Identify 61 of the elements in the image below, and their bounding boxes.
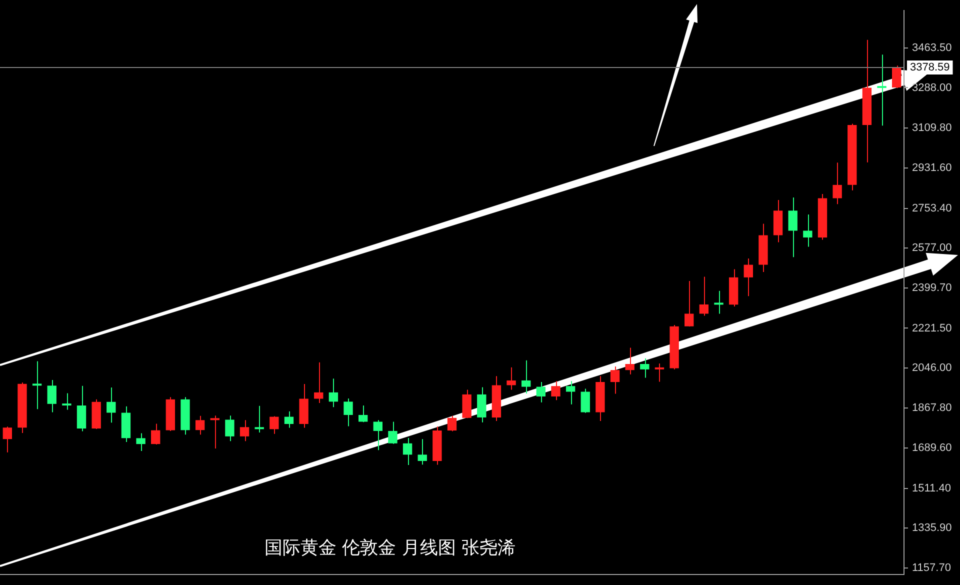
y-tick-label: 3109.80 bbox=[912, 122, 952, 134]
candlestick bbox=[240, 420, 250, 442]
y-tick-label: 1335.90 bbox=[912, 522, 952, 534]
y-tick-label: 2577.00 bbox=[912, 242, 952, 254]
candlestick bbox=[328, 378, 338, 408]
candlestick bbox=[566, 380, 576, 405]
candlestick bbox=[2, 426, 12, 453]
candlestick bbox=[877, 54, 886, 126]
candlestick bbox=[610, 366, 620, 394]
candlestick bbox=[625, 347, 634, 375]
candlestick bbox=[640, 358, 650, 378]
candlestick bbox=[418, 438, 427, 466]
candlestick bbox=[47, 380, 56, 413]
y-tick-label: 1689.60 bbox=[912, 442, 952, 454]
candlestick bbox=[136, 432, 146, 452]
candlestick bbox=[210, 415, 220, 450]
y-tick-label: 1867.80 bbox=[912, 402, 952, 414]
candlestick bbox=[151, 423, 160, 445]
y-tick-label: 2931.60 bbox=[912, 162, 952, 174]
y-tick-label: 2399.70 bbox=[912, 282, 952, 294]
candlestick bbox=[744, 258, 753, 297]
candlestick bbox=[195, 415, 205, 436]
candlestick bbox=[788, 197, 798, 258]
y-tick-label: 3463.50 bbox=[912, 42, 952, 54]
candlestick bbox=[270, 416, 279, 434]
candlestick bbox=[536, 382, 546, 403]
candlestick bbox=[344, 398, 353, 427]
candlestick bbox=[62, 392, 72, 410]
candlestick bbox=[654, 363, 664, 382]
candlestick bbox=[373, 420, 382, 451]
candlestick bbox=[254, 405, 264, 434]
candlestick bbox=[447, 415, 457, 432]
candlestick bbox=[32, 360, 42, 410]
candlestick bbox=[506, 366, 516, 390]
candlestick bbox=[358, 404, 368, 423]
y-tick-label: 2753.40 bbox=[912, 202, 952, 214]
candlestick bbox=[402, 437, 412, 466]
annotation: 国际黄金 伦敦金 月线图 张尧浠 bbox=[264, 538, 516, 559]
candlestick bbox=[699, 276, 709, 316]
candlestick bbox=[684, 280, 694, 328]
candlestick bbox=[522, 360, 531, 394]
candlestick bbox=[580, 388, 590, 414]
y-tick-label: 1511.40 bbox=[912, 482, 951, 494]
candlestick bbox=[314, 362, 324, 404]
candlestick bbox=[477, 386, 486, 423]
y-tick-label: 2221.50 bbox=[912, 322, 952, 334]
y-tick-label: 3288.00 bbox=[912, 82, 952, 94]
candlestick bbox=[551, 380, 560, 401]
candlestick bbox=[76, 385, 86, 432]
candlestick bbox=[803, 214, 812, 248]
y-tick-label: 1157.70 bbox=[912, 562, 951, 574]
ref-line-label: 3378.59 bbox=[910, 62, 950, 74]
candlestick bbox=[892, 65, 902, 89]
candlestick bbox=[106, 386, 116, 424]
candlestick bbox=[284, 410, 294, 428]
candlestick bbox=[714, 290, 724, 314]
candlestick bbox=[462, 389, 472, 419]
candlestick bbox=[832, 162, 842, 205]
y-tick-label: 2046.00 bbox=[912, 362, 952, 374]
candlestick bbox=[388, 421, 398, 444]
candlestick bbox=[225, 415, 234, 442]
